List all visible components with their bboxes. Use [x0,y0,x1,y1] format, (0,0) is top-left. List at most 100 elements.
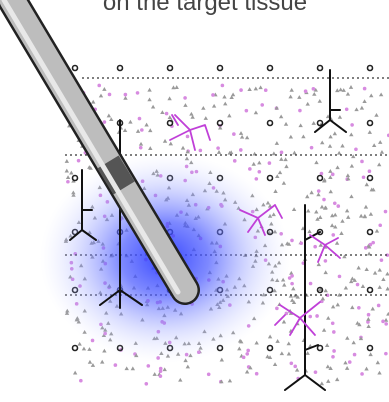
cell-body [309,282,313,286]
cell-body [380,150,384,154]
cell-body [350,276,354,280]
recording-site [268,66,273,71]
cell-body [148,128,152,132]
cell-body [220,358,224,362]
interneuron [170,115,210,150]
cell-body [384,322,388,326]
caption: on the target tissue [103,0,307,16]
cell-body [374,113,378,117]
cell-body [183,96,187,100]
cell-body [109,117,113,121]
cell-body [345,336,349,340]
cell-body [268,161,272,165]
cell-body [349,194,353,198]
cell-body [350,164,354,168]
cell-body [320,140,324,144]
cell-body [147,88,151,92]
cell-body [322,328,326,332]
cell-body [275,141,279,145]
recording-site [368,121,373,126]
cell-body [373,271,377,275]
recording-site [268,176,273,181]
cell-body [330,223,334,227]
recording-site [218,121,223,126]
cell-body [216,146,220,150]
cell-body [336,204,340,208]
cell-body [363,214,367,218]
cell-body [307,229,311,233]
cell-body [309,190,313,194]
cell-body [384,352,388,356]
cell-body [328,144,332,148]
cell-body [329,189,333,193]
recording-site [73,176,78,181]
cell-body [275,339,279,343]
cell-body [211,93,215,97]
cell-body [318,99,322,103]
cell-body [237,347,241,351]
cell-body [332,349,336,353]
cell-body [355,321,359,325]
cell-body [326,316,330,320]
cell-body [289,88,293,92]
cell-body [323,270,327,274]
cell-body [378,140,382,144]
cell-body [331,233,335,237]
cell-body [367,313,371,317]
cell-body [189,112,193,116]
cell-body [362,175,366,179]
cell-body [287,352,291,356]
cell-body [233,159,237,163]
cell-body [375,229,379,233]
cell-body [245,109,249,113]
cell-body [371,307,375,311]
cell-body [199,149,203,153]
cell-body [65,169,69,173]
cell-body [136,129,140,133]
cell-body [240,135,244,139]
cell-body [365,182,369,186]
cell-body [312,121,316,125]
cell-body [292,151,296,155]
cell-body [278,170,282,174]
cell-body [123,128,127,132]
cell-body [332,330,336,334]
cell-body [306,209,310,213]
cell-body [257,170,261,174]
cell-body [317,262,321,266]
cell-body [320,381,324,385]
cell-body [169,142,173,146]
cell-body [138,117,142,121]
cell-body [331,305,335,309]
cell-body [338,115,342,119]
cell-body [364,367,368,371]
cell-body [257,161,261,165]
cell-body [344,286,348,290]
cell-body [102,87,106,91]
cell-body [368,130,372,134]
recording-site [368,66,373,71]
cell-body [223,102,227,106]
cell-body [159,367,163,371]
cell-body [310,146,314,150]
cell-body [301,134,305,138]
cell-body [217,150,221,154]
cell-body [328,169,332,173]
cell-body [339,231,343,235]
cell-body [288,95,292,99]
cell-body [201,106,205,110]
cell-body [325,343,329,347]
cell-body [335,165,339,169]
cell-body [321,297,325,301]
cell-body [107,114,111,118]
cell-body [279,157,283,161]
cell-body [245,136,249,140]
cell-body [275,174,279,178]
cell-body [378,268,382,272]
cell-body [108,93,112,97]
cell-body [147,364,151,368]
cell-body [372,143,376,147]
cell-body [144,382,148,386]
cell-body [362,99,366,103]
cell-body [207,372,211,376]
